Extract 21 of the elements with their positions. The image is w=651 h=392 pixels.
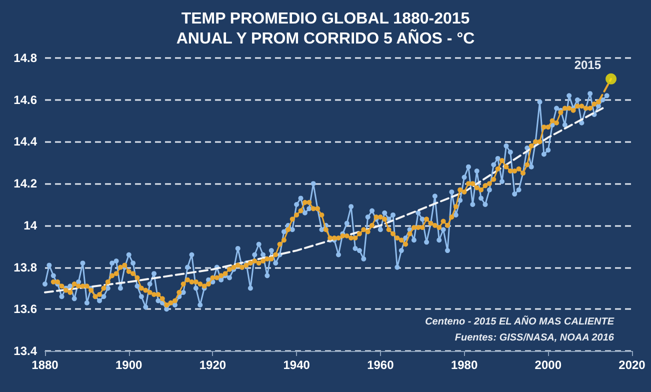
chart-title: TEMP PROMEDIO GLOBAL 1880-2015: [181, 10, 470, 28]
x-tick-label: 1980: [450, 358, 478, 372]
x-tick-label: 1920: [199, 358, 226, 372]
y-tick-label: 14.2: [14, 176, 38, 191]
y-tick-label: 14.4: [14, 134, 38, 149]
chart-subtitle: ANUAL Y PROM CORRIDO 5 AÑOS - °C: [176, 28, 476, 48]
annotation: 2015: [574, 58, 602, 72]
y-tick-label: 14: [24, 218, 38, 232]
y-tick-label: 14.8: [14, 51, 38, 65]
x-tick-label: 1880: [32, 358, 59, 372]
annotation: Centeno - 2015 EL AÑO MAS CALIENTE: [425, 316, 614, 328]
y-tick-label: 13.6: [14, 302, 38, 316]
y-tick-label: 14.6: [14, 92, 38, 107]
x-tick-label: 1960: [367, 358, 394, 372]
x-tick-label: 1900: [116, 358, 143, 372]
annotation: Fuentes: GISS/NASA, NOAA 2016: [454, 332, 614, 344]
y-tick-label: 13.8: [14, 260, 38, 274]
x-tick-label: 2020: [618, 358, 646, 372]
x-tick-label: 2000: [534, 358, 562, 372]
x-tick-label: 1940: [283, 358, 310, 372]
y-tick-label: 13.4: [14, 344, 38, 358]
